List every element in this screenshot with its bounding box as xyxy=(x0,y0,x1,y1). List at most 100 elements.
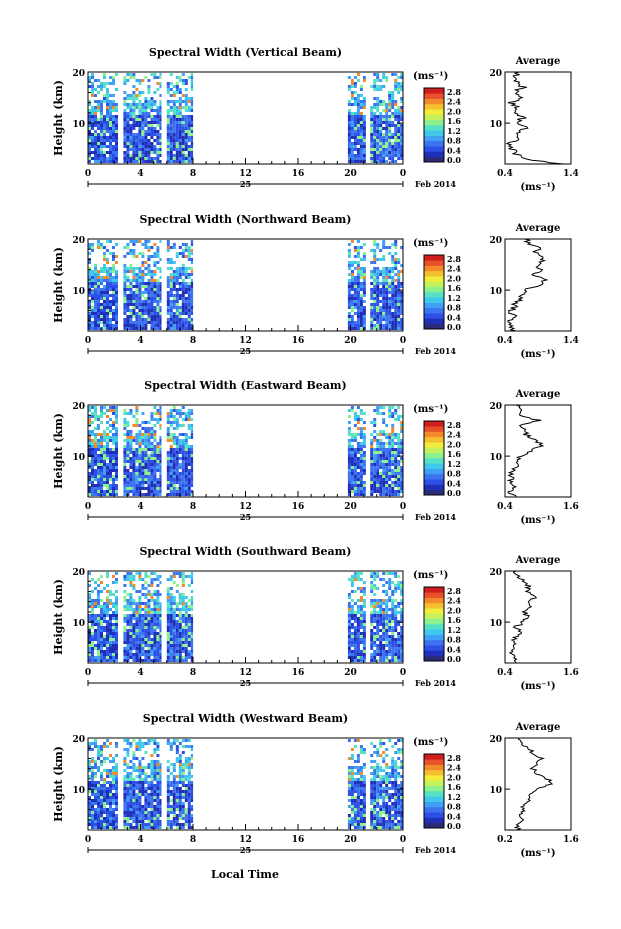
heatmap-cell xyxy=(376,88,380,91)
heatmap-cell xyxy=(135,626,139,629)
heatmap-cell xyxy=(382,103,386,106)
heatmap-cell xyxy=(391,608,395,611)
heatmap-cell xyxy=(147,584,151,587)
heatmap-cell xyxy=(373,73,377,76)
heatmap-cell xyxy=(184,451,188,454)
heatmap-cell xyxy=(97,796,100,799)
heatmap-cell xyxy=(184,608,188,611)
heatmap-cell xyxy=(394,261,398,264)
heatmap-cell xyxy=(353,629,357,632)
heatmap-cell xyxy=(123,617,127,620)
heatmap-cell xyxy=(129,632,133,635)
heatmap-cell xyxy=(123,306,127,309)
heatmap-cell xyxy=(172,273,176,276)
heatmap-cell xyxy=(88,466,91,469)
heatmap-cell xyxy=(115,763,118,766)
heatmap-cell xyxy=(350,94,354,97)
heatmap-cell xyxy=(379,647,383,650)
heatmap-cell xyxy=(175,127,179,130)
heatmap-cell xyxy=(123,276,127,279)
heatmap-cell xyxy=(362,635,366,638)
heatmap-cell xyxy=(97,85,100,88)
heatmap-cell xyxy=(115,644,118,647)
heatmap-cell xyxy=(150,303,154,306)
heatmap-cell xyxy=(106,312,109,315)
heatmap-cell xyxy=(353,590,357,593)
heatmap-cell xyxy=(100,481,103,484)
x-tick-label: 16 xyxy=(292,336,305,346)
heatmap-cell xyxy=(132,656,136,659)
heatmap-cell xyxy=(115,430,118,433)
heatmap-cell xyxy=(190,641,194,644)
heatmap-cell xyxy=(187,312,191,315)
heatmap-cell xyxy=(184,596,188,599)
heatmap-cell xyxy=(184,79,188,82)
heatmap-cell xyxy=(123,454,127,457)
heatmap-cell xyxy=(94,614,97,617)
heatmap-cell xyxy=(123,647,127,650)
heatmap-cell xyxy=(353,638,357,641)
heatmap-cell xyxy=(362,581,366,584)
heatmap-cell xyxy=(94,656,97,659)
heatmap-cell xyxy=(159,160,162,163)
heatmap-cell xyxy=(106,124,109,127)
heatmap-cell xyxy=(184,433,188,436)
heatmap-cell xyxy=(91,578,94,581)
heatmap-cell xyxy=(115,620,118,623)
heatmap-cell xyxy=(106,109,109,112)
heatmap-cell xyxy=(362,439,366,442)
heatmap-cell xyxy=(115,427,118,430)
colorbar-swatch xyxy=(424,265,444,272)
colorbar-swatch xyxy=(424,655,444,662)
heatmap-cell xyxy=(112,454,115,457)
heatmap-cell xyxy=(388,572,392,575)
heatmap-cell xyxy=(159,133,162,136)
colorbar-tick-label: 1.6 xyxy=(447,449,461,459)
heatmap-cell xyxy=(362,653,366,656)
heatmap-cell xyxy=(356,490,360,493)
heatmap-cell xyxy=(115,115,118,118)
heatmap-cell xyxy=(391,638,395,641)
heatmap-cell xyxy=(376,315,380,318)
heatmap-cell xyxy=(362,442,366,445)
heatmap-cell xyxy=(94,445,97,448)
heatmap-cell xyxy=(356,644,360,647)
heatmap-cell xyxy=(94,787,97,790)
heatmap-cell xyxy=(190,85,194,88)
heatmap-cell xyxy=(103,406,106,409)
heatmap-cell xyxy=(394,273,398,276)
heatmap-cell xyxy=(169,620,173,623)
heatmap-cell xyxy=(156,608,160,611)
heatmap-cell xyxy=(126,457,130,460)
heatmap-cell xyxy=(141,327,145,330)
heatmap-cell xyxy=(97,475,100,478)
heatmap-cell xyxy=(370,602,374,605)
heatmap-cell xyxy=(106,270,109,273)
heatmap-cell xyxy=(106,273,109,276)
heatmap-cell xyxy=(175,309,179,312)
heatmap-cell xyxy=(106,409,109,412)
heatmap-cell xyxy=(362,626,366,629)
heatmap-cell xyxy=(91,430,94,433)
heatmap-cell xyxy=(356,300,360,303)
heatmap-cell xyxy=(394,638,398,641)
heatmap-cell xyxy=(150,270,154,273)
heatmap-cell xyxy=(112,448,115,451)
heatmap-cell xyxy=(156,148,160,151)
heatmap-cell xyxy=(347,475,351,478)
heatmap-cell xyxy=(190,291,194,294)
heatmap-cell xyxy=(156,267,160,270)
heatmap-cell xyxy=(370,469,374,472)
colorbar-tick-label: 2.4 xyxy=(447,430,461,440)
heatmap-cell xyxy=(385,321,389,324)
heatmap-cell xyxy=(150,442,154,445)
heatmap-cell xyxy=(353,472,357,475)
heatmap-cell xyxy=(187,415,191,418)
heatmap-cell xyxy=(181,481,185,484)
heatmap-cell xyxy=(129,240,133,243)
heatmap-cell xyxy=(147,641,151,644)
heatmap-cell xyxy=(370,421,374,424)
heatmap-cell xyxy=(350,623,354,626)
heatmap-cell xyxy=(400,270,403,273)
heatmap-cell xyxy=(103,142,106,145)
